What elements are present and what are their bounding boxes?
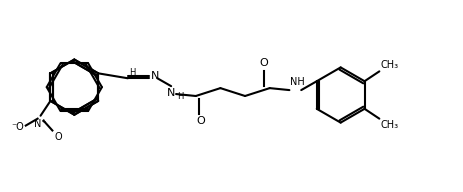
Text: H: H xyxy=(129,68,135,77)
Text: CH₃: CH₃ xyxy=(380,120,398,130)
Text: O: O xyxy=(54,132,62,142)
Text: NH: NH xyxy=(290,77,305,87)
Text: N⁺: N⁺ xyxy=(34,119,47,129)
Text: H: H xyxy=(177,92,183,101)
Text: O: O xyxy=(259,58,268,68)
Text: O: O xyxy=(196,116,205,126)
Text: CH₃: CH₃ xyxy=(380,60,398,70)
Text: ⁻O: ⁻O xyxy=(11,122,24,132)
Text: N: N xyxy=(167,88,175,98)
Text: N: N xyxy=(150,71,158,81)
